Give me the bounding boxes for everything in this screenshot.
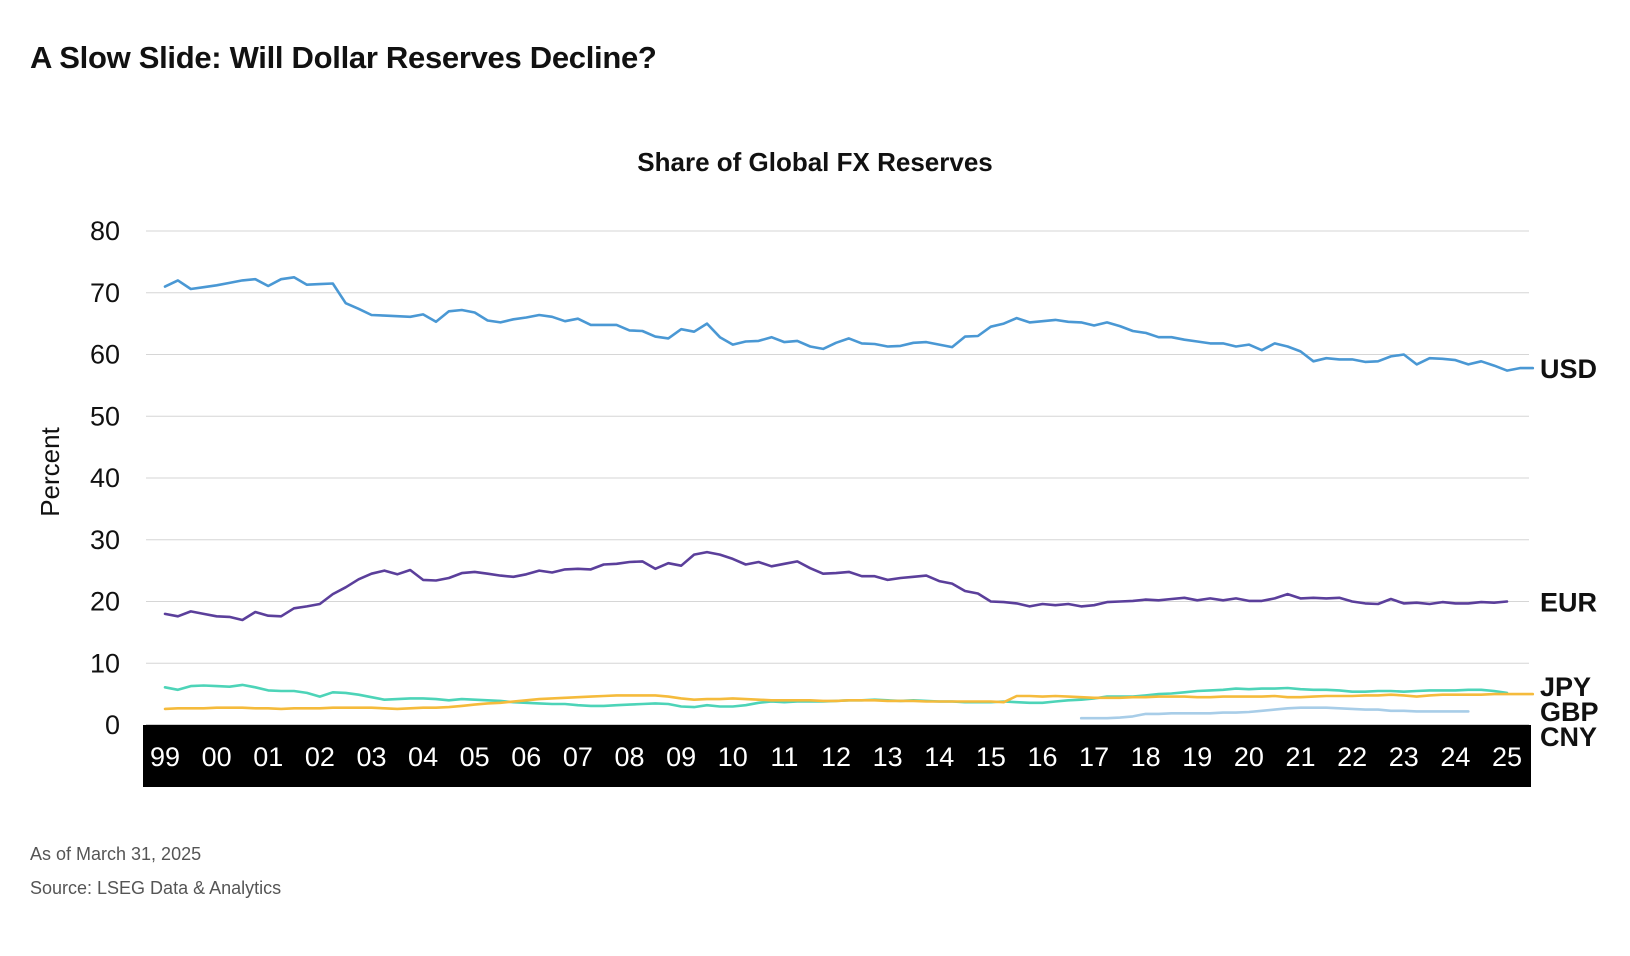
x-tick-label-20: 20 bbox=[1234, 742, 1264, 772]
x-tick-label-17: 17 bbox=[1079, 742, 1109, 772]
x-tick-label-16: 16 bbox=[1027, 742, 1057, 772]
series-line-cny bbox=[1079, 706, 1470, 720]
x-axis-band-background bbox=[143, 725, 1531, 787]
x-tick-label-02: 02 bbox=[305, 742, 335, 772]
y-tick-label-40: 40 bbox=[90, 463, 120, 493]
x-tick-label-08: 08 bbox=[615, 742, 645, 772]
x-tick-label-25: 25 bbox=[1492, 742, 1522, 772]
page-headline: A Slow Slide: Will Dollar Reserves Decli… bbox=[30, 40, 657, 75]
y-tick-label-50: 50 bbox=[90, 401, 120, 431]
x-tick-label-19: 19 bbox=[1182, 742, 1212, 772]
x-tick-label-03: 03 bbox=[356, 742, 386, 772]
series-label-cny: CNY bbox=[1540, 722, 1597, 752]
x-tick-label-09: 09 bbox=[666, 742, 696, 772]
x-tick-label-23: 23 bbox=[1389, 742, 1419, 772]
series-lines bbox=[163, 275, 1535, 720]
x-axis-band: 99 00 01 02 03 04 05 06 07 08 09 10 11 12 13 14 15 16 17 18… bbox=[143, 725, 1531, 787]
x-tick-label-14: 14 bbox=[924, 742, 954, 772]
x-tick-label-18: 18 bbox=[1131, 742, 1161, 772]
x-tick-label-21: 21 bbox=[1286, 742, 1316, 772]
series-label-eur: EUR bbox=[1540, 588, 1597, 618]
x-tick-label-22: 22 bbox=[1337, 742, 1367, 772]
series-label-jpy: JPY bbox=[1540, 672, 1591, 702]
y-tick-label-30: 30 bbox=[90, 525, 120, 555]
series-line-gbp bbox=[163, 692, 1535, 711]
series-line-eur bbox=[163, 550, 1509, 622]
x-tick-label-01: 01 bbox=[253, 742, 283, 772]
y-tick-label-80: 80 bbox=[90, 216, 120, 246]
y-axis-label: Percent bbox=[35, 426, 65, 516]
source-note: Source: LSEG Data & Analytics bbox=[30, 878, 282, 898]
y-tick-label-0: 0 bbox=[105, 710, 120, 740]
as-of-note: As of March 31, 2025 bbox=[30, 844, 202, 864]
series-label-usd: USD bbox=[1540, 354, 1597, 384]
x-tick-label-99: 99 bbox=[150, 742, 180, 772]
x-tick-label-24: 24 bbox=[1440, 742, 1470, 772]
x-tick-label-10: 10 bbox=[718, 742, 748, 772]
x-tick-label-06: 06 bbox=[511, 742, 541, 772]
chart-title: Share of Global FX Reserves bbox=[637, 147, 992, 177]
y-tick-label-10: 10 bbox=[90, 648, 120, 678]
x-tick-label-13: 13 bbox=[873, 742, 903, 772]
x-tick-label-15: 15 bbox=[976, 742, 1006, 772]
x-tick-label-00: 00 bbox=[202, 742, 232, 772]
series-line-usd bbox=[163, 275, 1535, 372]
y-tick-labels: 0 10 20 30 40 50 60 70 80 bbox=[90, 216, 120, 740]
y-tick-label-60: 60 bbox=[90, 340, 120, 370]
x-tick-label-12: 12 bbox=[821, 742, 851, 772]
x-tick-label-05: 05 bbox=[460, 742, 490, 772]
x-tick-label-07: 07 bbox=[563, 742, 593, 772]
y-tick-label-70: 70 bbox=[90, 278, 120, 308]
y-gridlines bbox=[146, 230, 1529, 726]
x-tick-label-11: 11 bbox=[770, 742, 798, 772]
x-tick-label-04: 04 bbox=[408, 742, 438, 772]
series-label-gbp: GBP bbox=[1540, 697, 1599, 727]
y-tick-label-20: 20 bbox=[90, 587, 120, 617]
